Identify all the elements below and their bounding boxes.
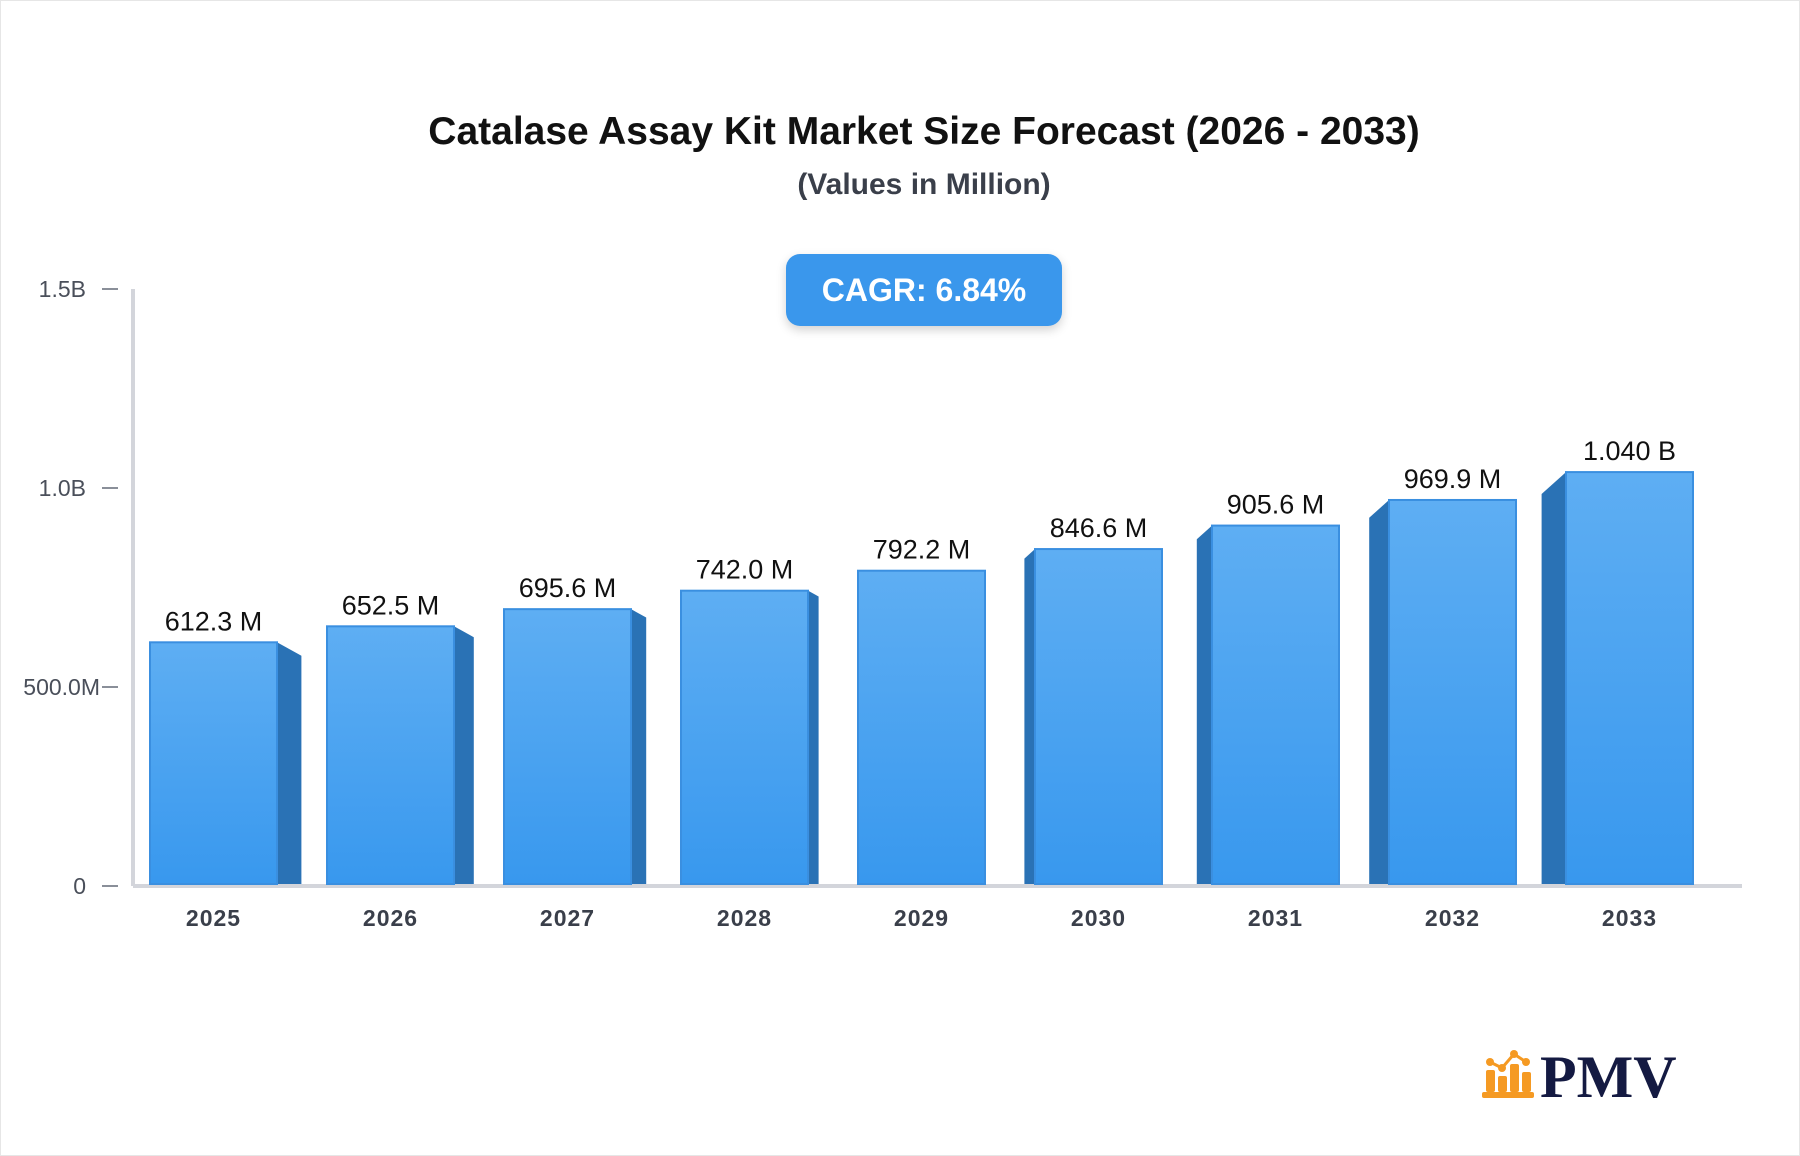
bar-2026 xyxy=(326,625,455,885)
x-tick-label: 2026 xyxy=(363,905,418,931)
x-tick-label: 2030 xyxy=(1071,905,1126,931)
data-label: 652.5 M xyxy=(342,590,440,620)
bar-side-2032 xyxy=(1369,499,1389,884)
data-label: 846.6 M xyxy=(1050,513,1148,543)
x-tick-label: 2031 xyxy=(1248,905,1303,931)
data-label: 1.040 B xyxy=(1583,436,1676,466)
bar-2033 xyxy=(1565,471,1694,885)
data-label: 969.9 M xyxy=(1404,464,1502,494)
x-tick-label: 2028 xyxy=(717,905,772,931)
y-tick-label: 1.0B xyxy=(39,475,86,501)
logo-text: PMV xyxy=(1540,1044,1677,1100)
bar-2027 xyxy=(503,608,632,885)
bar-2032 xyxy=(1388,498,1517,885)
x-tick-label: 2033 xyxy=(1602,905,1657,931)
data-label: 792.2 M xyxy=(873,535,971,565)
bar-2030 xyxy=(1034,548,1163,886)
x-tick-label: 2027 xyxy=(540,905,595,931)
bar-side-2031 xyxy=(1196,525,1212,884)
data-label: 905.6 M xyxy=(1227,490,1325,520)
y-tick-label: 0 xyxy=(73,873,86,899)
bar-2028 xyxy=(680,589,809,886)
bar-side-2025 xyxy=(277,642,302,884)
chart-title: Catalase Assay Kit Market Size Forecast … xyxy=(428,110,1420,153)
chart-subtitle: (Values in Million) xyxy=(797,168,1051,201)
pmv-logo: PMV xyxy=(1482,1044,1677,1100)
data-label: 695.6 M xyxy=(519,573,617,603)
cagr-badge: CAGR: 6.84% xyxy=(786,254,1062,326)
y-tick-label: 500.0M xyxy=(23,674,100,700)
bar-side-2027 xyxy=(631,609,647,884)
x-tick-label: 2025 xyxy=(186,905,241,931)
data-label: 612.3 M xyxy=(165,606,263,636)
data-label: 742.0 M xyxy=(696,555,794,585)
bar-side-2033 xyxy=(1541,472,1566,884)
bar-side-2030 xyxy=(1024,549,1035,884)
bar-2029 xyxy=(857,569,986,885)
y-tick-label: 1.5B xyxy=(39,276,86,302)
bar-2031 xyxy=(1211,524,1340,886)
bar-chart-trend-icon xyxy=(1482,1050,1534,1098)
bar-side-2028 xyxy=(808,590,819,884)
x-tick-label: 2029 xyxy=(894,905,949,931)
bar-side-2026 xyxy=(454,626,474,884)
x-tick-label: 2032 xyxy=(1425,905,1480,931)
bar-2025 xyxy=(149,641,278,886)
